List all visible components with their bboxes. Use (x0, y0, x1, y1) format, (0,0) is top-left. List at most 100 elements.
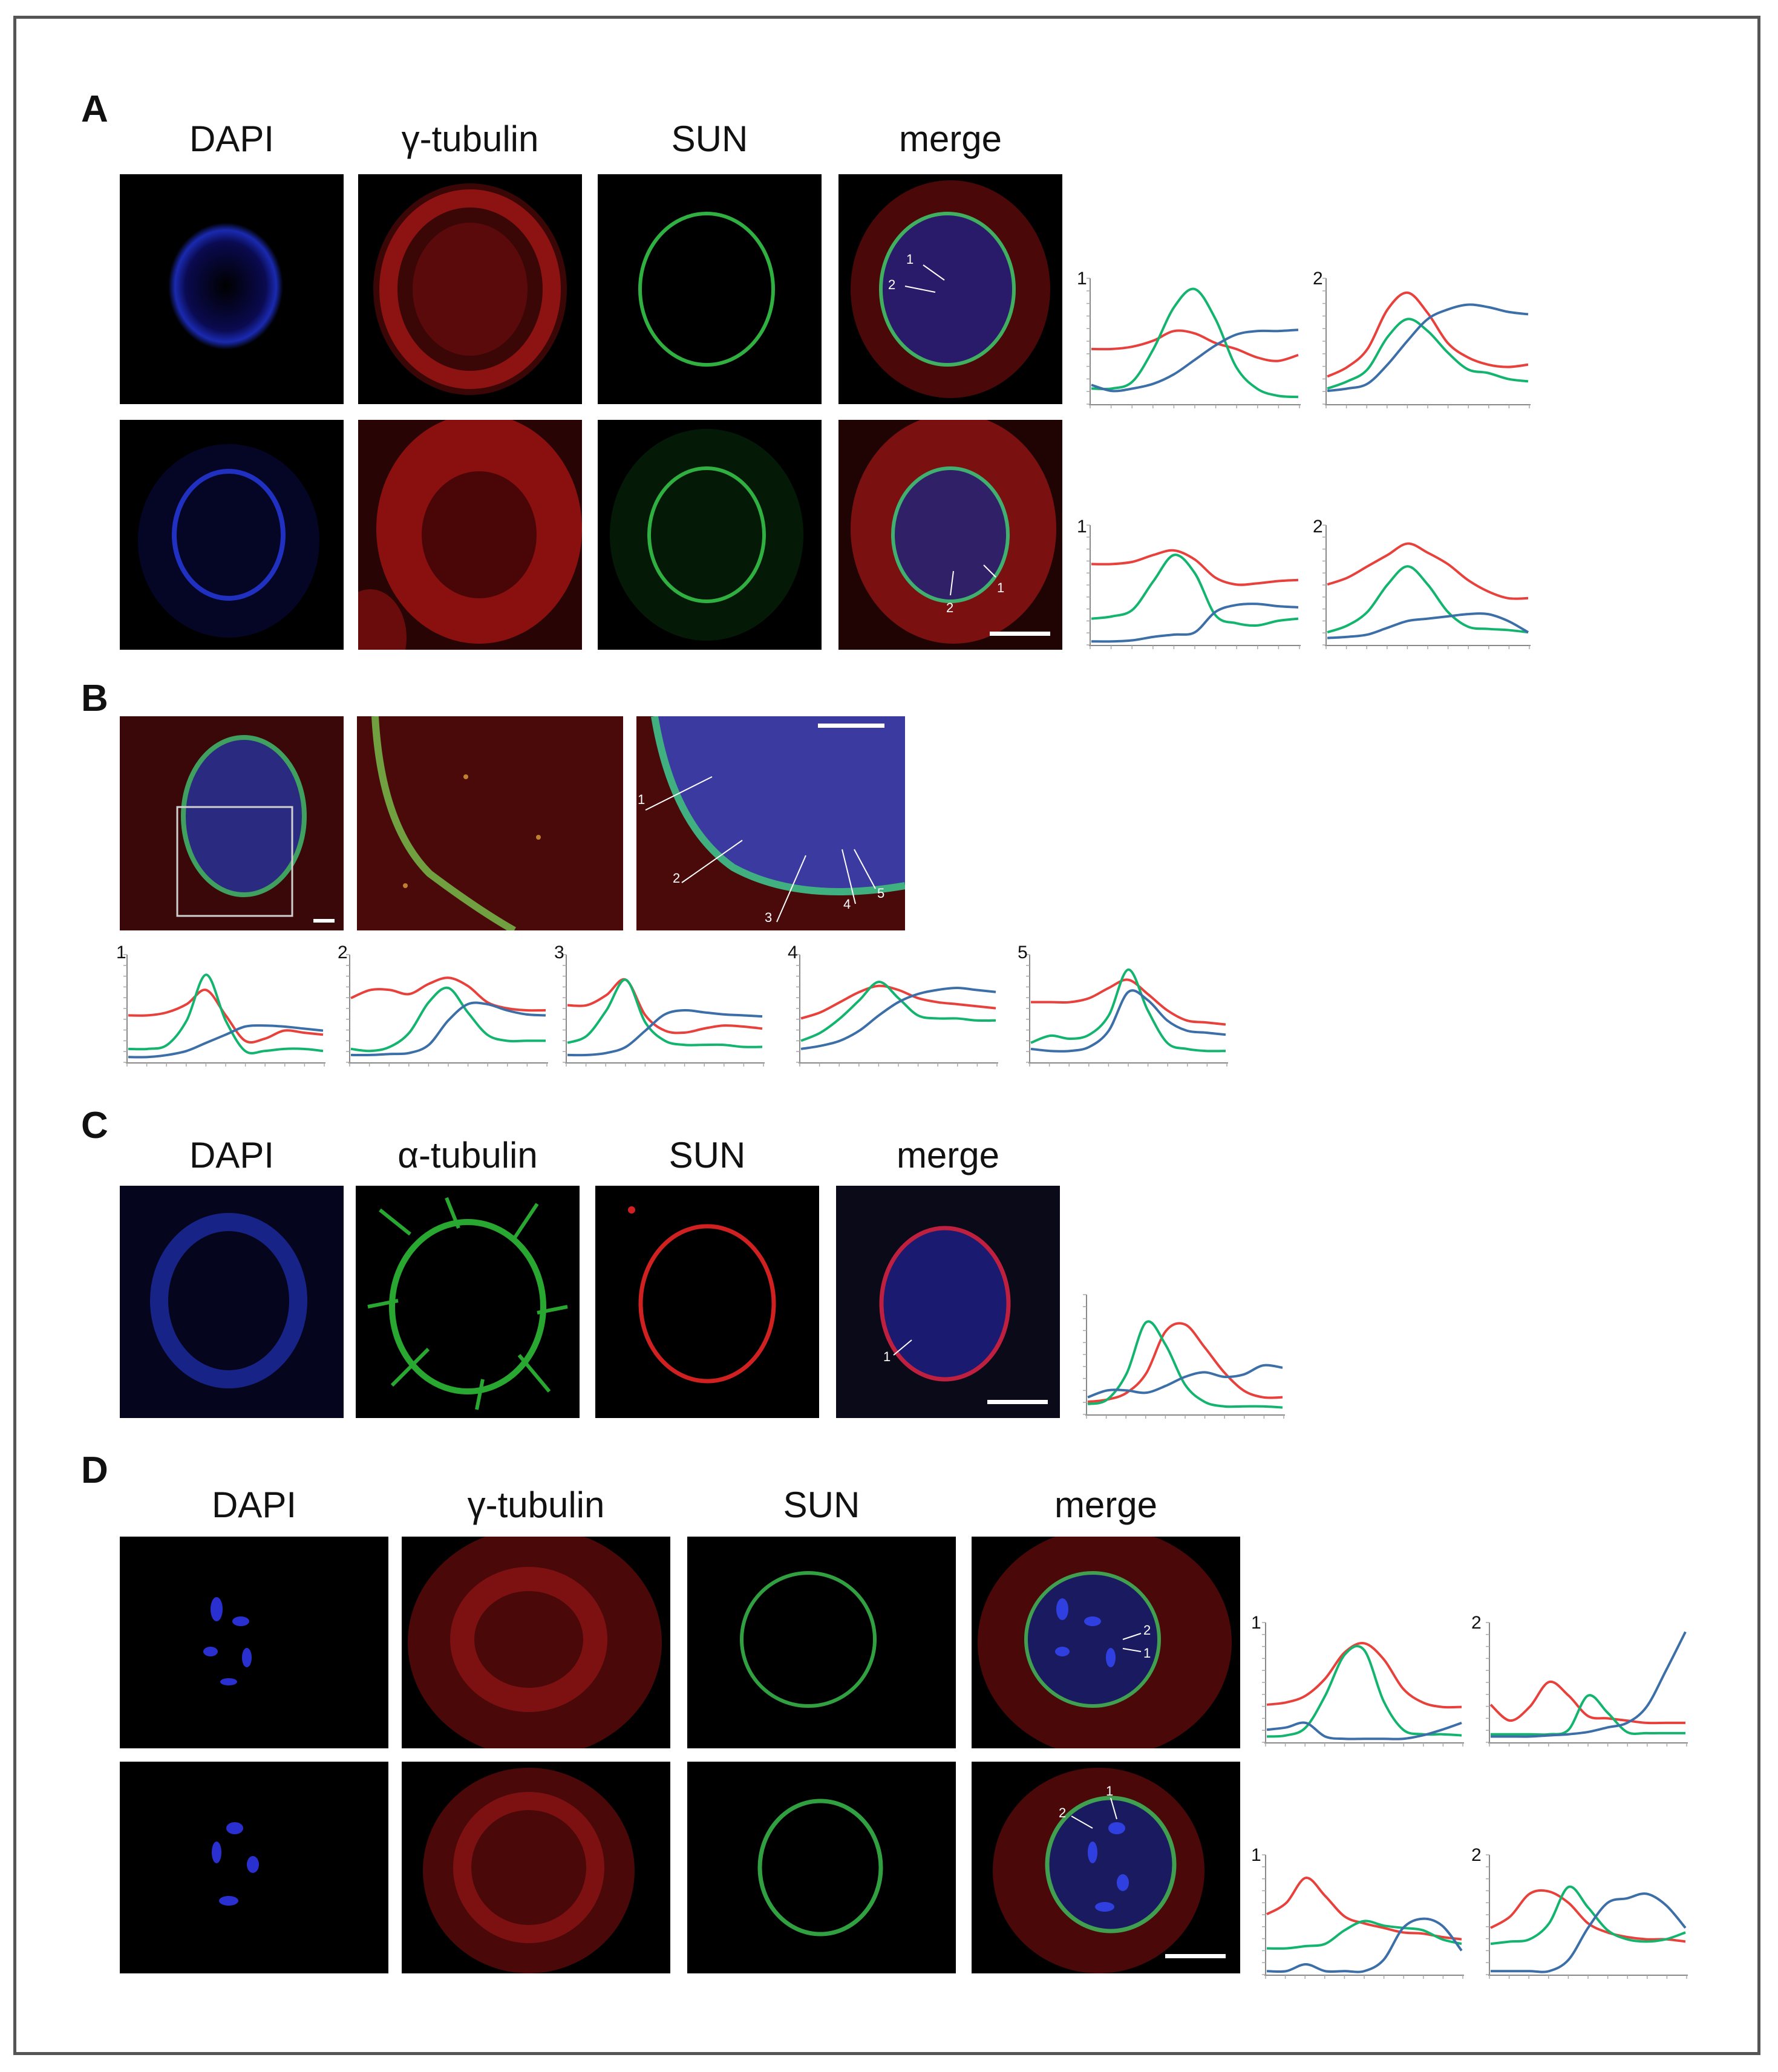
profile-plot-d-r1-1 (1262, 1622, 1464, 1747)
scale-bar (987, 1400, 1048, 1404)
series-line-red (1087, 1322, 1283, 1404)
micrograph-a-r1-gamma-tubulin (358, 174, 582, 404)
micrograph-a-r2-dapi (120, 420, 344, 650)
col-label-dapi: DAPI (211, 1485, 297, 1525)
profile-plot-a-r1-2 (1322, 278, 1531, 408)
line-label-1: 1 (883, 1349, 891, 1364)
micrograph-c-sun (595, 1186, 819, 1418)
series-line-green (128, 973, 324, 1055)
profile-svg (1322, 278, 1531, 408)
scale-bar (818, 724, 884, 728)
line-label-3: 3 (765, 910, 772, 925)
series-line-green (1490, 1885, 1686, 1946)
plot-number: 1 (1077, 269, 1087, 289)
profile-plot-b-3 (563, 954, 765, 1067)
line-label-1: 1 (1106, 1783, 1113, 1799)
zoom-region-box (176, 806, 293, 917)
series-line-red (1031, 978, 1226, 1026)
micrograph-d-r2-dapi (120, 1762, 388, 1973)
col-label-merge: merge (896, 1135, 1000, 1175)
panel-letter-a: A (81, 88, 108, 130)
profile-svg (1322, 525, 1531, 649)
series-line-blue (350, 1001, 546, 1057)
micrograph-c-dapi (120, 1186, 344, 1418)
profile-plot-a-r2-1 (1087, 525, 1301, 649)
profile-plot-a-r2-2 (1322, 525, 1531, 649)
line-label-1: 1 (906, 252, 914, 267)
col-label-merge: merge (898, 119, 1002, 159)
plot-number: 1 (1251, 1613, 1261, 1633)
line-label-2: 2 (946, 600, 953, 615)
profile-plot-c-1 (1083, 1294, 1285, 1419)
micrograph-c-alpha-tubulin (356, 1186, 580, 1418)
series-line-blue (1266, 1721, 1462, 1740)
series-line-blue (1091, 603, 1299, 643)
series-line-blue (128, 1024, 324, 1059)
panel-letter-c: C (81, 1105, 108, 1146)
col-label-alpha-tubulin: α-tubulin (397, 1135, 538, 1175)
scale-bar (990, 632, 1050, 636)
series-line-green (1087, 1320, 1283, 1409)
plot-number: 5 (1018, 943, 1028, 962)
micrograph-b-zoom-merge: 1 2 3 4 5 (636, 716, 905, 930)
micrograph-b-overview (120, 716, 344, 930)
plot-number: 2 (1313, 517, 1323, 537)
plot-number: 1 (116, 943, 126, 962)
series-line-blue (1491, 1892, 1687, 1973)
profile-svg (1026, 954, 1228, 1067)
micrograph-a-r2-gamma-tubulin (358, 420, 582, 650)
col-label-sun: SUN (668, 1135, 746, 1175)
profile-plot-d-r2-1 (1262, 1854, 1464, 1979)
col-label-sun: SUN (783, 1485, 860, 1525)
series-line-green (567, 978, 763, 1048)
series-line-red (567, 978, 763, 1034)
series-line-green (1091, 554, 1299, 627)
series-line-red (128, 989, 324, 1044)
plot-number: 2 (338, 943, 348, 962)
series-line-red (1266, 1877, 1462, 1941)
series-line-green (1266, 1920, 1462, 1950)
series-line-blue (567, 1008, 763, 1057)
profile-svg (123, 954, 325, 1067)
series-line-red (1266, 1642, 1462, 1709)
profile-svg (1262, 1854, 1464, 1979)
series-line-green (800, 980, 996, 1042)
series-line-blue (1266, 1917, 1463, 1973)
plot-number: 2 (1471, 1845, 1482, 1865)
series-line-red (1091, 329, 1299, 362)
micrograph-d-r1-gamma-tubulin (402, 1537, 670, 1748)
series-line-blue (1091, 328, 1299, 393)
series-line-red (1489, 1680, 1685, 1725)
micrograph-b-zoom-red-green (357, 716, 623, 930)
col-label-gamma-tubulin: γ-tubulin (467, 1485, 605, 1525)
plot-number: 1 (1077, 517, 1087, 537)
profile-plot-d-r2-2 (1486, 1854, 1688, 1979)
series-line-green (1327, 565, 1529, 634)
series-line-blue (1327, 612, 1529, 639)
profile-svg (1262, 1622, 1464, 1747)
profile-plot-b-1 (123, 954, 325, 1067)
series-line-green (1490, 1694, 1685, 1736)
series-line-red (800, 984, 996, 1020)
series-line-green (1327, 318, 1529, 390)
profile-plot-d-r1-2 (1486, 1622, 1688, 1747)
micrograph-d-r1-dapi (120, 1537, 388, 1748)
series-line-blue (1327, 303, 1529, 393)
plot-number: 3 (554, 943, 564, 962)
col-label-dapi: DAPI (189, 119, 275, 159)
profile-svg (346, 954, 548, 1067)
profile-svg (796, 954, 998, 1067)
series-line-red (1489, 1889, 1686, 1943)
profile-svg (1087, 525, 1301, 649)
micrograph-d-r2-merge: 1 2 (972, 1762, 1240, 1973)
line-label-5: 5 (877, 886, 884, 901)
profile-svg (1083, 1294, 1285, 1419)
profile-plot-a-r1-1 (1087, 278, 1301, 408)
micrograph-d-r2-gamma-tubulin (402, 1762, 670, 1973)
profile-plot-b-2 (346, 954, 548, 1067)
profile-svg (1486, 1854, 1688, 1979)
micrograph-a-r1-dapi (120, 174, 344, 404)
micrograph-a-r1-sun (598, 174, 822, 404)
panel-letter-b: B (81, 678, 108, 719)
scale-bar (313, 919, 335, 923)
